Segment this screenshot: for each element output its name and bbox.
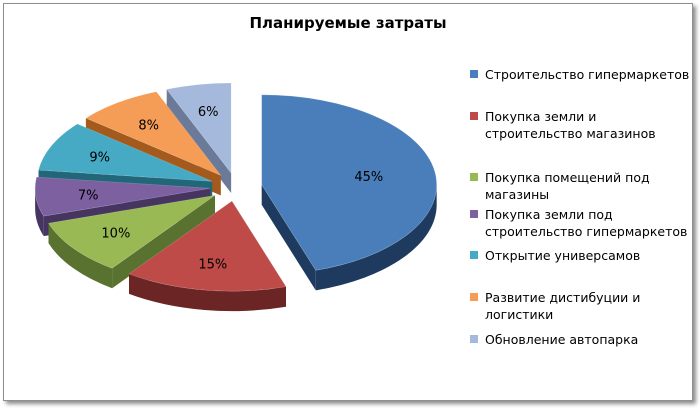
legend-label: Покупка земли под строительство гипермар… — [485, 207, 688, 239]
legend-label: Строительство гипермаркетов — [485, 67, 690, 82]
legend-label: Покупка земли и строительство магазинов — [485, 109, 656, 141]
pie-slice-3 — [48, 195, 216, 289]
legend-swatch — [470, 112, 478, 120]
legend-swatch — [470, 335, 478, 343]
data-label-7: 6% — [198, 105, 219, 120]
legend-swatch — [470, 210, 478, 218]
data-label-1: 45% — [354, 170, 383, 185]
pie-plot: 45% 15% 10% 7% 9% 8% 6% — [34, 82, 437, 312]
legend-swatch — [470, 293, 478, 301]
pie-slice-2 — [128, 200, 287, 312]
legend-label: Открытие универсамов — [485, 248, 641, 263]
data-label-5: 9% — [89, 150, 110, 165]
legend-swatch — [470, 173, 478, 181]
data-label-3: 10% — [101, 226, 130, 241]
legend-label: Покупка помещений под магазины — [485, 170, 650, 202]
legend-label: Обновление автопарка — [485, 332, 639, 347]
data-label-6: 8% — [138, 118, 159, 133]
legend-swatch — [470, 70, 478, 78]
chart-title: Планируемые затраты — [249, 14, 447, 32]
pie-slice-7 — [166, 82, 232, 193]
data-label-2: 15% — [198, 257, 227, 272]
pie-slice-1 — [261, 94, 437, 291]
chart-frame: Планируемые затраты 45% 15% 10% 7% 9% 8% 6% Ст… — [3, 3, 693, 401]
legend-swatch — [470, 251, 478, 259]
data-label-4: 7% — [78, 188, 99, 203]
legend-label: Развитие дистибуции и логистики — [485, 290, 641, 322]
